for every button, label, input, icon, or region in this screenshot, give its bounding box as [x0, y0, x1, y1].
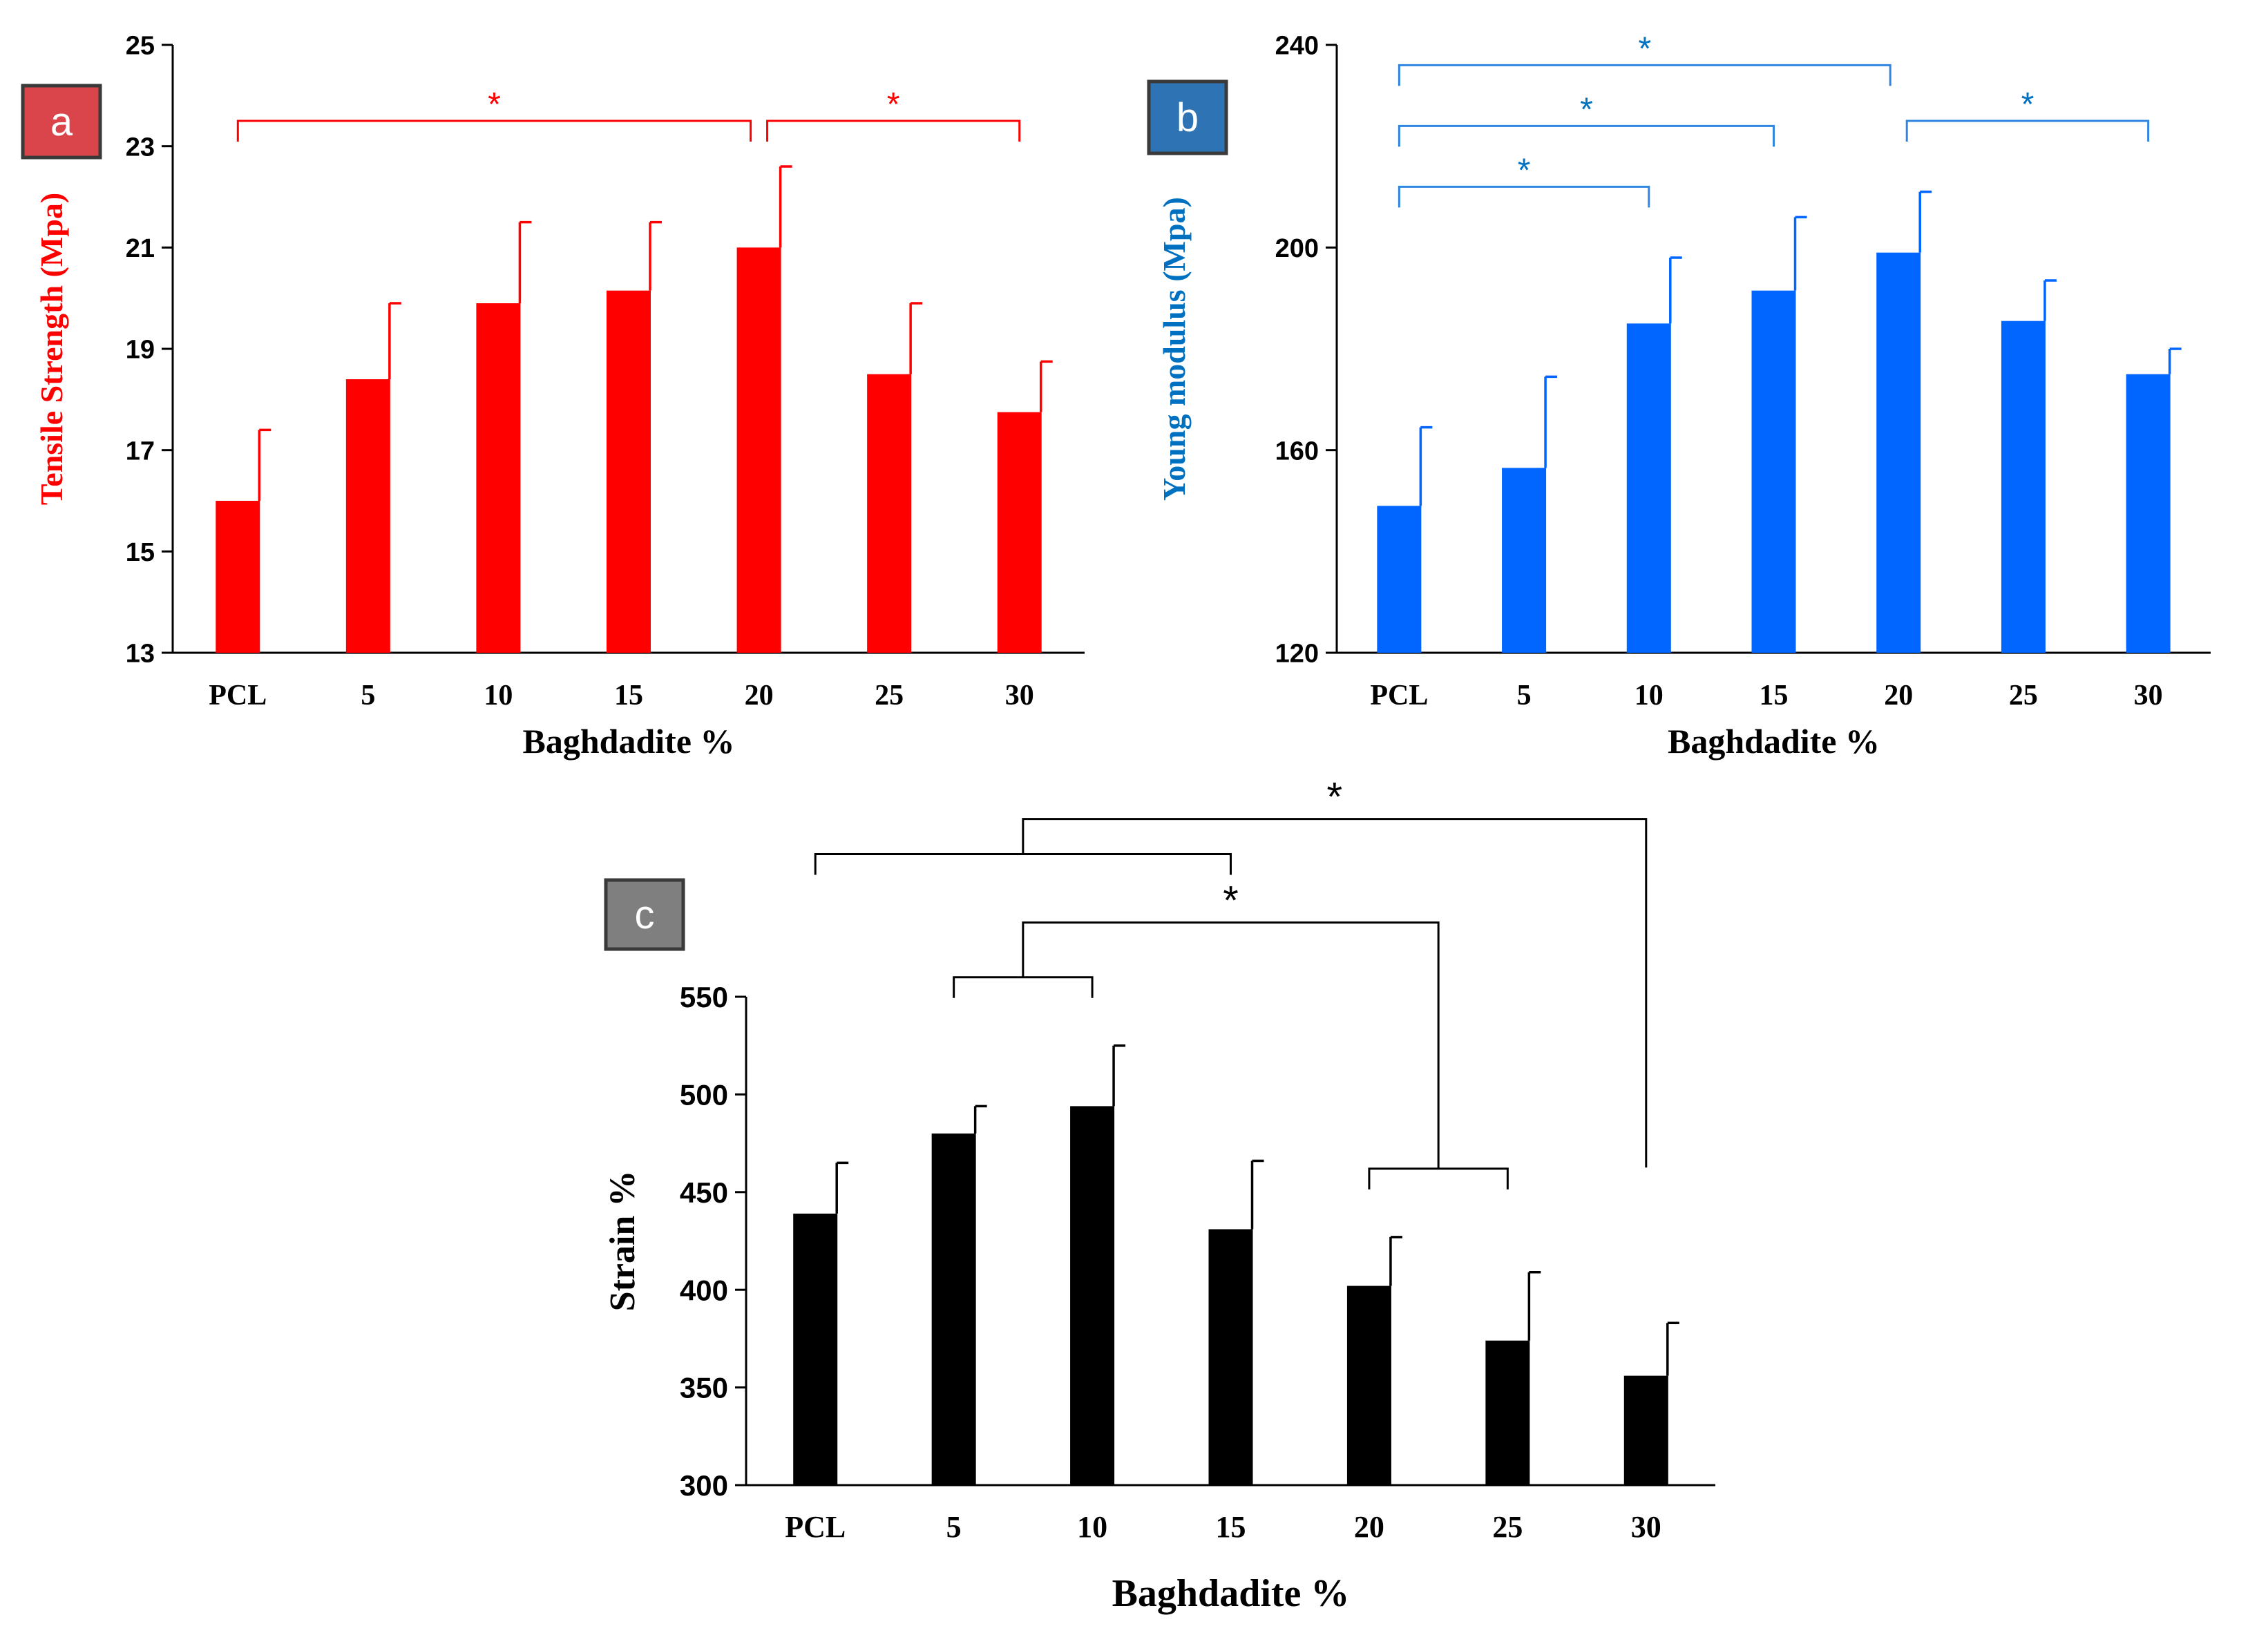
panel-badge-label: c — [635, 892, 655, 937]
chart-a: 13 15 17 19 21 23 25 PCL 5 10 15 20 25 30 Baghdadite %… — [21, 32, 1085, 761]
bar-20 — [1346, 1285, 1391, 1485]
x-axis-label: Baghdadite % — [1112, 1572, 1350, 1615]
y-tick-label: 450 — [680, 1176, 728, 1209]
significance-star: * — [1580, 91, 1593, 128]
x-tick-label: 20 — [1884, 680, 1913, 711]
bar-10 — [1626, 323, 1671, 653]
bar-25 — [2001, 321, 2046, 653]
y-tick-label: 200 — [1275, 234, 1319, 263]
bar-5 — [931, 1133, 976, 1485]
bar-10 — [476, 303, 521, 653]
y-tick-label: 300 — [680, 1469, 728, 1502]
chart-b: 120 160 200 240 PCL 5 10 15 20 25 30 Baghdadite % Yo… — [1147, 30, 2211, 761]
y-axis-label: Strain % — [603, 1171, 642, 1312]
significance-bracket — [1398, 64, 1891, 86]
y-tick-label: 550 — [680, 981, 728, 1013]
significance-bracket — [1905, 120, 2150, 142]
bar-30 — [2126, 374, 2171, 653]
bar-15 — [1751, 290, 1796, 653]
significance-star: * — [1327, 775, 1343, 820]
y-tick-label: 19 — [126, 336, 155, 365]
x-tick-label: 20 — [1354, 1510, 1384, 1544]
x-tick-label: 20 — [745, 680, 774, 711]
x-tick-label: PCL — [209, 680, 267, 711]
significance-star: * — [887, 86, 900, 123]
x-tick-label: 25 — [2009, 680, 2038, 711]
panel-badge-label: a — [50, 99, 73, 144]
panel-badge — [21, 84, 102, 160]
x-axis-label: Baghdadite % — [522, 722, 734, 761]
y-tick-label: 23 — [126, 133, 155, 162]
y-tick-label: 13 — [126, 640, 155, 669]
significance-bracket — [236, 120, 752, 142]
group-bracket-a — [953, 976, 1094, 998]
bar-5 — [345, 379, 390, 653]
group-bracket-a — [814, 853, 1232, 875]
x-tick-label: 10 — [1077, 1510, 1107, 1544]
y-tick-label: 500 — [680, 1079, 728, 1111]
x-tick-label: 15 — [614, 680, 643, 711]
bar-20 — [736, 247, 781, 653]
bar-15 — [607, 290, 651, 653]
y-tick-label: 21 — [126, 234, 155, 263]
significance-bracket — [1398, 185, 1650, 208]
significance-star: * — [488, 86, 501, 123]
x-tick-label: 10 — [1635, 680, 1664, 711]
x-tick-label: 30 — [2134, 680, 2163, 711]
group-connector — [1022, 818, 1648, 1168]
significance-star: * — [1518, 152, 1531, 189]
x-tick-label: 5 — [361, 680, 375, 711]
x-tick-label: 5 — [1517, 680, 1532, 711]
y-tick-label: 400 — [680, 1274, 728, 1306]
significance-bracket — [766, 120, 1021, 142]
bar-30 — [1623, 1375, 1668, 1485]
y-axis-label: Tensile Strength (Mpa) — [34, 193, 69, 505]
x-tick-label: 5 — [946, 1510, 962, 1544]
y-tick-label: 25 — [126, 32, 155, 61]
panel-badge-label: b — [1176, 95, 1199, 140]
bar-25 — [1485, 1340, 1530, 1485]
significance-star: * — [1638, 30, 1651, 67]
x-tick-label: PCL — [1370, 680, 1428, 711]
x-tick-label: 30 — [1631, 1510, 1661, 1544]
y-tick-label: 15 — [126, 538, 155, 567]
y-tick-label: 350 — [680, 1372, 728, 1404]
bar-pcl — [793, 1213, 838, 1485]
x-tick-label: PCL — [785, 1510, 846, 1544]
x-tick-label: 10 — [484, 680, 513, 711]
bar-20 — [1876, 252, 1921, 653]
x-tick-label: 30 — [1005, 680, 1034, 711]
x-axis-label: Baghdadite % — [1668, 722, 1880, 761]
bar-5 — [1502, 468, 1547, 653]
y-tick-label: 17 — [126, 437, 155, 466]
bar-25 — [867, 374, 912, 653]
bar-pcl — [216, 501, 260, 653]
y-tick-label: 160 — [1275, 437, 1319, 466]
y-tick-label: 240 — [1275, 32, 1319, 61]
significance-bracket — [1398, 124, 1775, 147]
x-tick-label: 25 — [875, 680, 904, 711]
bar-15 — [1208, 1229, 1253, 1485]
x-tick-label: 15 — [1760, 680, 1789, 711]
bar-30 — [997, 412, 1042, 653]
y-axis-label: Young modulus (Mpa) — [1156, 197, 1192, 501]
panel-badge — [604, 878, 685, 951]
y-tick-label: 120 — [1275, 640, 1319, 669]
significance-star: * — [2021, 86, 2034, 123]
panel-badge — [1147, 79, 1228, 155]
significance-star: * — [1223, 879, 1239, 924]
chart-c: 300 350 400 450 500 550 PCL 5 10 15 20 25 30 Baghdadi… — [603, 775, 1715, 1615]
bar-10 — [1070, 1106, 1115, 1485]
x-tick-label: 15 — [1216, 1510, 1246, 1544]
x-tick-label: 25 — [1492, 1510, 1523, 1544]
group-bracket-b — [1368, 1167, 1509, 1189]
bar-pcl — [1377, 506, 1422, 653]
group-connector — [1022, 921, 1440, 1169]
